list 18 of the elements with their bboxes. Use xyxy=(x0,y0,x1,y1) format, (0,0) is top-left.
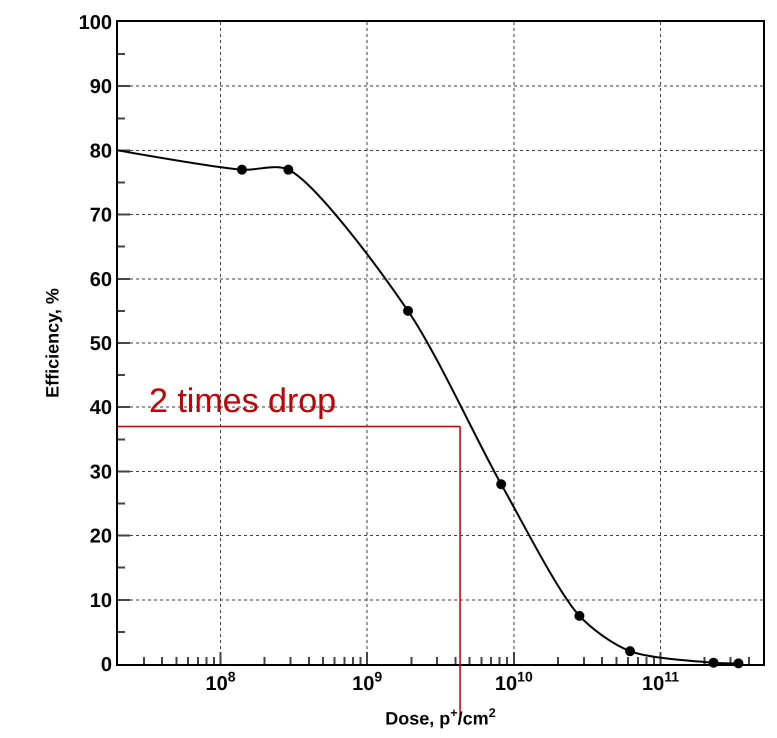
y-tick-label: 90 xyxy=(90,76,112,98)
x-tick-label: 10$^{9}$ xyxy=(352,668,382,695)
y-tick-label: 50 xyxy=(90,333,112,355)
x-tick-label: 10$^{11}$ xyxy=(642,668,680,695)
x-tick-label: 10$^{8}$ xyxy=(205,668,236,695)
x-axis-title: Dose, p$^{+}$/cm$^{2}$ xyxy=(385,706,496,729)
x-tick-label: 10$^{10}$ xyxy=(494,668,533,695)
y-tick-label: 100 xyxy=(78,12,112,34)
y-tick-label: 30 xyxy=(90,461,112,484)
y-tick-label: 70 xyxy=(90,204,112,227)
y-tick-label: 60 xyxy=(90,268,112,291)
y-tick-label: 0 xyxy=(100,654,112,676)
y-tick-label: 20 xyxy=(90,526,112,548)
y-tick-label: 80 xyxy=(90,140,112,162)
y-tick-label: 10 xyxy=(90,590,112,612)
y-axis-title: Efficiency, % xyxy=(42,288,62,398)
ref-line-label: 2 times drop xyxy=(149,382,336,420)
y-tick-label: 40 xyxy=(90,397,112,420)
